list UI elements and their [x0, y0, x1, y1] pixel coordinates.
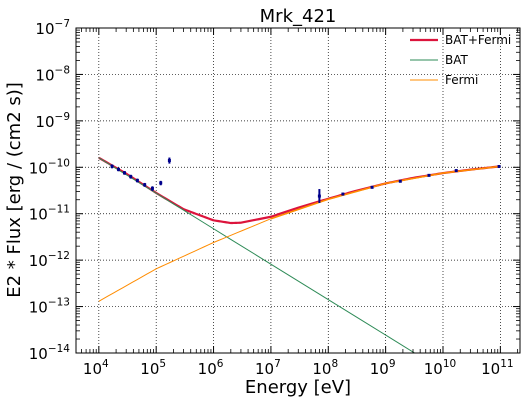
series-line-bat-fermi [98, 156, 501, 225]
grid [76, 28, 520, 353]
y-tick-label: 10−9 [35, 111, 70, 131]
y-tick-label-base: 10 [29, 252, 48, 270]
x-tick-label: 106 [198, 358, 224, 378]
data-point [317, 194, 321, 198]
data-point [427, 173, 431, 177]
y-tick-label-base: 10 [29, 299, 48, 317]
y-tick-label: 10−10 [29, 157, 70, 177]
x-tick-label: 1010 [424, 358, 456, 378]
y-tick-label-base: 10 [35, 113, 54, 131]
axis-ticks: 104 105 106 107 108 109 1010 101110−1410−1310−1… [29, 18, 520, 378]
x-tick-label-exp: 6 [217, 358, 224, 370]
data-point [454, 169, 458, 173]
data-point [122, 171, 126, 175]
x-tick-label-base: 10 [255, 360, 274, 378]
data-point [116, 167, 120, 171]
x-tick-label-exp: 8 [331, 358, 338, 370]
x-tick-label: 104 [83, 358, 109, 378]
y-tick-label: 10−8 [35, 64, 70, 84]
data-points [110, 157, 501, 204]
x-tick-label-exp: 5 [159, 358, 166, 370]
x-tick-label: 107 [255, 358, 281, 378]
y-tick-label-exp: −11 [48, 204, 70, 216]
x-tick-label-exp: 4 [102, 358, 109, 370]
series-line-fermi-overlay [270, 165, 501, 220]
x-tick-label-base: 10 [312, 360, 331, 378]
legend-label: Fermi [445, 73, 478, 87]
data-point [110, 164, 114, 168]
data-point [129, 175, 133, 179]
y-tick-label: 10−14 [29, 343, 71, 363]
data-point [341, 192, 345, 196]
y-tick-label: 10−13 [29, 297, 70, 317]
series-line-fermi [98, 165, 501, 302]
y-tick-label: 10−12 [29, 250, 70, 270]
y-axis-title: E2 * Flux [erg / (cm2 s)] [4, 82, 25, 298]
x-tick-label-base: 10 [198, 360, 217, 378]
y-tick-label-exp: −9 [55, 111, 70, 123]
y-tick-label-exp: −8 [55, 64, 70, 76]
x-tick-label-base: 10 [83, 360, 102, 378]
y-tick-label-base: 10 [35, 66, 54, 84]
legend-label: BAT+Fermi [445, 33, 511, 47]
y-tick-label-base: 10 [29, 345, 48, 363]
chart-title: Mrk_421 [260, 6, 337, 27]
x-axis-title: Energy [eV] [245, 377, 351, 398]
data-point [150, 186, 154, 190]
plot-series [98, 156, 501, 353]
y-tick-label: 10−7 [35, 18, 70, 38]
x-tick-label-exp: 10 [443, 358, 456, 370]
x-tick-label-base: 10 [140, 360, 159, 378]
x-tick-label-base: 10 [370, 360, 389, 378]
y-tick-label: 10−11 [29, 204, 70, 224]
y-tick-label-base: 10 [35, 20, 54, 38]
x-tick-label-exp: 7 [274, 358, 281, 370]
x-tick-label-exp: 11 [500, 358, 513, 370]
y-tick-label-exp: −10 [48, 157, 70, 169]
y-tick-label-exp: −13 [48, 297, 70, 309]
x-tick-label-base: 10 [481, 360, 500, 378]
data-point [398, 179, 402, 183]
data-point [497, 164, 501, 168]
data-point [143, 183, 147, 187]
data-point [135, 178, 139, 182]
y-tick-label-exp: −14 [48, 343, 70, 355]
x-tick-label-exp: 9 [389, 358, 396, 370]
x-tick-label: 1011 [481, 358, 513, 378]
x-tick-label: 109 [370, 358, 396, 378]
y-tick-label-exp: −7 [55, 18, 70, 30]
x-tick-label: 108 [312, 358, 338, 378]
y-tick-label-base: 10 [29, 206, 48, 224]
data-point [159, 181, 163, 185]
x-tick-label: 105 [140, 358, 166, 378]
legend-label: BAT [445, 53, 469, 67]
data-point [167, 159, 171, 163]
x-tick-label-base: 10 [424, 360, 443, 378]
data-point [370, 185, 374, 189]
legend: BAT+Fermi BAT Fermi [410, 33, 511, 87]
y-tick-label-exp: −12 [48, 250, 70, 262]
y-tick-label-base: 10 [29, 159, 48, 177]
